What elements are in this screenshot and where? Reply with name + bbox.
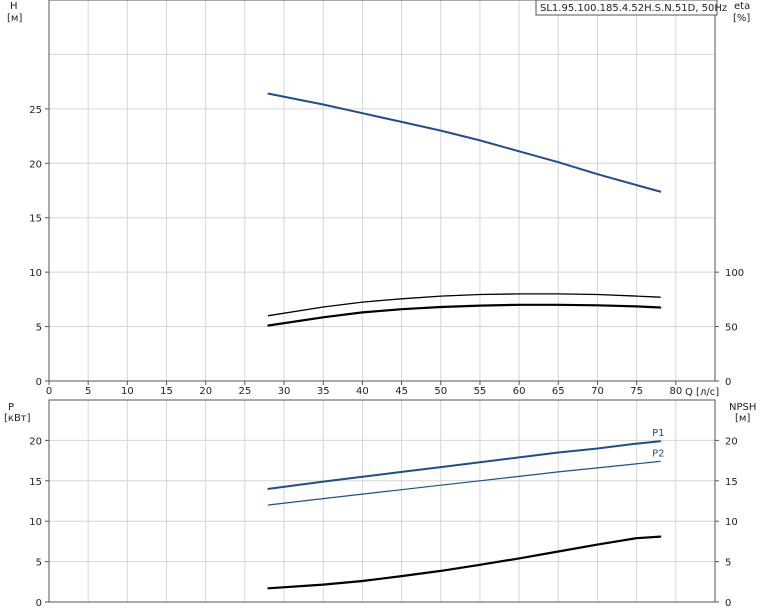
x-tick-label: 70 bbox=[591, 386, 604, 397]
x-tick-label: 5 bbox=[85, 386, 91, 397]
bottom-y-right-unit: [м] bbox=[735, 413, 750, 424]
model-label-box bbox=[535, 0, 718, 16]
bottom-y-left-tick-label: 0 bbox=[36, 598, 42, 609]
bottom-series-line-1 bbox=[267, 460, 661, 506]
bottom-y-right-label: NPSH bbox=[729, 402, 756, 413]
top-series-line-0 bbox=[267, 92, 662, 193]
bottom-y-right-tick-label: 5 bbox=[725, 558, 731, 569]
series-label-p1: P1 bbox=[652, 428, 664, 439]
series-label-p2: P2 bbox=[652, 448, 664, 459]
bottom-y-right-tick-label: 0 bbox=[725, 598, 731, 609]
top-y-right-label: eta bbox=[734, 1, 750, 12]
x-tick-label: 10 bbox=[121, 386, 134, 397]
top-panel-curves bbox=[267, 92, 662, 327]
x-tick-label: 30 bbox=[278, 386, 291, 397]
top-y-left-label: H bbox=[10, 1, 18, 12]
top-y-left-tick-label: 20 bbox=[29, 159, 42, 170]
bottom-y-right-tick-label: 15 bbox=[725, 477, 738, 488]
x-axis-label: Q [л/с] bbox=[685, 387, 719, 398]
bottom-y-left-unit: [кВт] bbox=[4, 413, 31, 424]
x-tick-label: 25 bbox=[239, 386, 252, 397]
bottom-y-right-tick-label: 20 bbox=[725, 436, 738, 447]
x-tick-label: 60 bbox=[513, 386, 526, 397]
top-y-left-tick-label: 10 bbox=[29, 268, 42, 279]
bottom-y-left-tick-label: 20 bbox=[29, 436, 42, 447]
bottom-y-left-tick-label: 10 bbox=[29, 517, 42, 528]
x-tick-label: 20 bbox=[199, 386, 212, 397]
x-tick-label: 75 bbox=[630, 386, 643, 397]
x-tick-label: 65 bbox=[552, 386, 565, 397]
x-tick-label: 40 bbox=[356, 386, 369, 397]
x-tick-label: 35 bbox=[317, 386, 330, 397]
x-tick-label: 50 bbox=[434, 386, 447, 397]
top-y-right-tick-label: 100 bbox=[725, 268, 744, 279]
top-panel-ticks: 0 5 10 15 20 25 30 35 40 45 50 55 60 65 70 75 80 0 5 10 15 20… bbox=[29, 105, 744, 397]
x-tick-label: 80 bbox=[669, 386, 682, 397]
bottom-y-left-tick-label: 5 bbox=[36, 558, 42, 569]
bottom-y-left-label: P bbox=[8, 402, 14, 413]
top-panel-frame bbox=[48, 0, 716, 382]
top-series-line-2 bbox=[267, 303, 662, 327]
bottom-panel-grid bbox=[49, 400, 715, 602]
top-y-left-tick-label: 5 bbox=[36, 323, 42, 334]
bottom-panel-curves: P1 P2 bbox=[267, 428, 665, 590]
x-tick-label: 45 bbox=[395, 386, 408, 397]
top-panel-grid bbox=[49, 0, 715, 381]
top-y-left-tick-label: 15 bbox=[29, 214, 42, 225]
x-tick-label: 0 bbox=[46, 386, 52, 397]
top-y-left-unit: [м] bbox=[7, 13, 22, 24]
bottom-y-right-tick-label: 10 bbox=[725, 517, 738, 528]
bottom-panel-ticks: 0 5 10 15 20 0 5 10 15 20 bbox=[29, 436, 737, 609]
model-label: SL1.95.100.185.4.52H.S.N.51D, 50Hz bbox=[540, 3, 727, 14]
top-y-left-tick-label: 0 bbox=[36, 377, 42, 388]
top-series-line-1 bbox=[267, 293, 661, 317]
x-tick-label: 55 bbox=[474, 386, 487, 397]
bottom-panel-frame bbox=[48, 399, 716, 603]
x-tick-label: 15 bbox=[160, 386, 173, 397]
bottom-series-line-2 bbox=[267, 535, 662, 590]
top-y-right-tick-label: 50 bbox=[725, 323, 738, 334]
bottom-y-left-tick-label: 15 bbox=[29, 477, 42, 488]
top-y-right-unit: [%] bbox=[733, 13, 750, 24]
top-y-right-tick-label: 0 bbox=[725, 377, 731, 388]
top-y-left-tick-label: 25 bbox=[29, 105, 42, 116]
bottom-series-line-0 bbox=[267, 440, 662, 490]
